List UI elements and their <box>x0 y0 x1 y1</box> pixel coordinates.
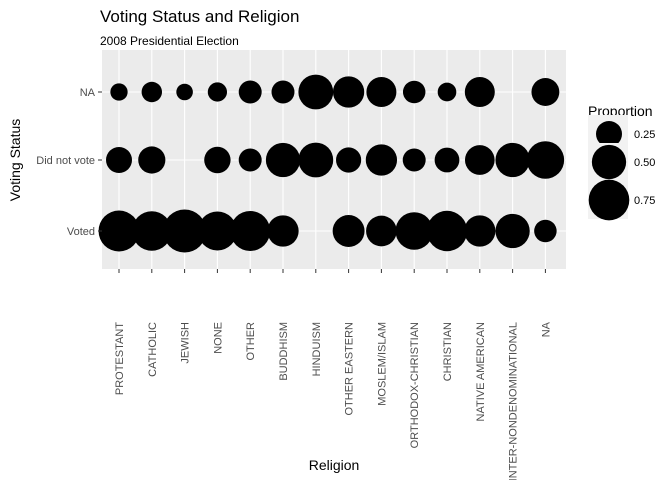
legend-items: 0.25 0.50 0.75 <box>588 115 655 221</box>
data-point <box>230 211 271 251</box>
data-point <box>426 210 468 252</box>
data-point <box>336 147 362 173</box>
x-axis-title: Religion <box>309 457 360 473</box>
data-point <box>495 142 530 178</box>
x-tick-label: NATIVE AMERICAN <box>475 322 487 421</box>
chart-subtitle: 2008 Presidential Election <box>100 34 239 48</box>
legend-point <box>591 144 627 180</box>
x-tick-label: OTHER <box>245 322 257 361</box>
y-axis-title: Voting Status <box>7 119 23 202</box>
data-point <box>238 148 262 172</box>
x-tick-label: ORTHODOX-CHRISTIAN <box>409 322 421 448</box>
data-point <box>163 209 207 253</box>
data-point <box>141 81 163 103</box>
x-tick-label: INTER-NONDENOMINATIONAL <box>508 322 520 480</box>
data-point <box>267 215 299 247</box>
data-point <box>332 215 365 247</box>
x-tick-label: NA <box>540 321 552 337</box>
x-tick-label: CHRISTIAN <box>442 322 454 381</box>
data-points <box>98 74 565 253</box>
chart-title: Voting Status and Religion <box>100 7 299 26</box>
data-point <box>204 146 231 174</box>
data-point <box>531 78 560 106</box>
data-point <box>207 82 228 102</box>
data-point <box>365 144 398 176</box>
data-point <box>495 213 530 249</box>
data-point <box>106 147 132 173</box>
legend: Proportion 0.250.500.75 <box>588 103 655 221</box>
data-point <box>271 80 295 104</box>
x-tick-label: HINDUISM <box>311 322 323 376</box>
x-tick-label: BUDDHISM <box>278 322 290 381</box>
data-point <box>402 148 426 172</box>
data-point <box>534 219 557 243</box>
x-axis: PROTESTANT CATHOLIC JEWISH NONE OTHER BUDDHIS… <box>114 269 552 480</box>
data-point <box>197 211 237 251</box>
data-point <box>366 215 397 247</box>
x-tick-label: CATHOLIC <box>147 322 159 377</box>
data-point <box>464 77 495 107</box>
data-point <box>298 74 334 110</box>
data-point <box>132 211 172 251</box>
data-point <box>366 77 397 107</box>
data-point <box>265 142 301 178</box>
y-tick-label: NA <box>80 87 96 99</box>
x-tick-label: OTHER EASTERN <box>344 322 356 416</box>
data-point <box>98 210 140 252</box>
x-tick-label: JEWISH <box>180 322 192 364</box>
data-point <box>298 142 334 178</box>
data-point <box>332 76 365 108</box>
data-point <box>395 212 433 250</box>
data-point <box>402 80 426 104</box>
legend-point <box>588 179 630 221</box>
data-point <box>464 145 495 175</box>
y-tick-label: Voted <box>67 226 95 238</box>
y-axis: Voted Did not vote NA <box>36 87 102 238</box>
data-point <box>434 147 460 173</box>
data-point <box>176 83 193 101</box>
legend-label: 0.50 <box>634 157 655 169</box>
x-tick-label: NONE <box>212 322 224 354</box>
data-point <box>238 80 262 104</box>
x-tick-label: MOSLEM/ISLAM <box>376 322 388 406</box>
legend-point <box>596 121 622 147</box>
data-point <box>437 82 457 102</box>
data-point <box>464 215 496 247</box>
data-point <box>110 83 128 101</box>
x-tick-label: PROTESTANT <box>114 322 126 395</box>
data-point <box>138 146 166 174</box>
y-tick-label: Did not vote <box>36 155 95 167</box>
data-point <box>526 141 565 179</box>
legend-label: 0.75 <box>634 195 655 207</box>
legend-label: 0.25 <box>634 129 655 141</box>
